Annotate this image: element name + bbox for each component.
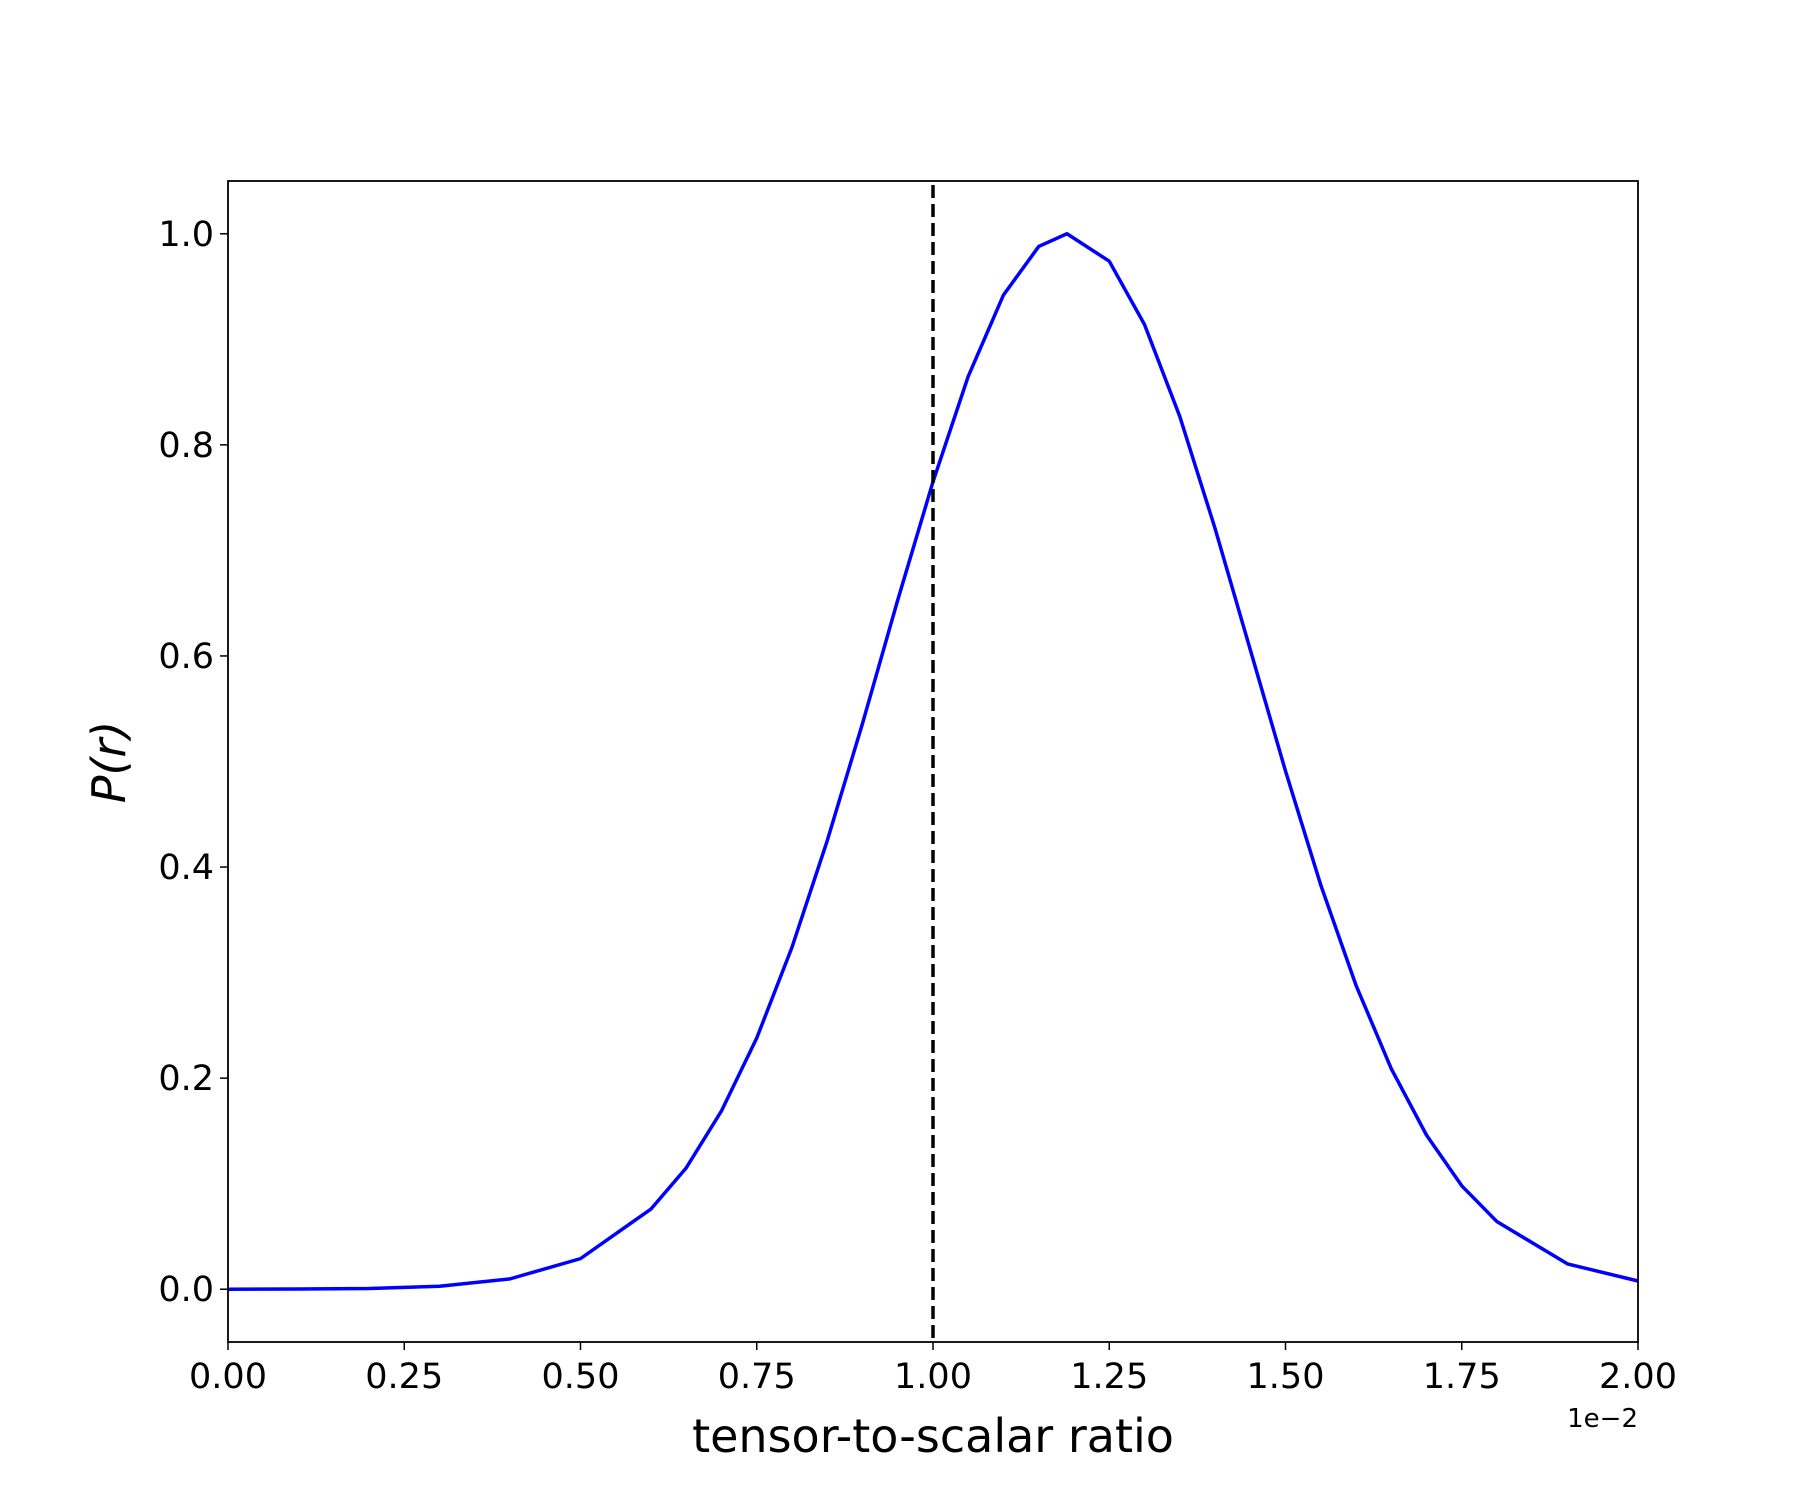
x-offset-text: 1e−2	[1567, 1404, 1638, 1434]
y-tick-label: 0.0	[158, 1270, 214, 1310]
x-tick-label: 1.25	[1070, 1357, 1148, 1397]
x-tick-label: 2.00	[1599, 1357, 1677, 1397]
y-tick-label: 0.8	[158, 426, 214, 466]
x-tick-label: 1.00	[894, 1357, 972, 1397]
plot-frame	[227, 180, 1639, 1343]
x-tick-label: 0.00	[189, 1357, 267, 1397]
x-tick-label: 0.75	[718, 1357, 796, 1397]
line-series	[227, 232, 1639, 1291]
x-tick-label: 0.50	[542, 1357, 620, 1397]
y-tick-label: 0.2	[158, 1059, 214, 1099]
y-tick-label: 0.4	[158, 848, 214, 888]
y-tick-label: 0.6	[158, 637, 214, 677]
y-tick-label: 1.0	[158, 215, 214, 255]
x-tick-label: 1.50	[1247, 1357, 1325, 1397]
x-tick-label: 0.25	[365, 1357, 443, 1397]
x-axis-label: tensor-to-scalar ratio	[692, 1409, 1174, 1463]
x-tick-label: 1.75	[1423, 1357, 1501, 1397]
y-axis-label: P(r)	[82, 721, 136, 804]
